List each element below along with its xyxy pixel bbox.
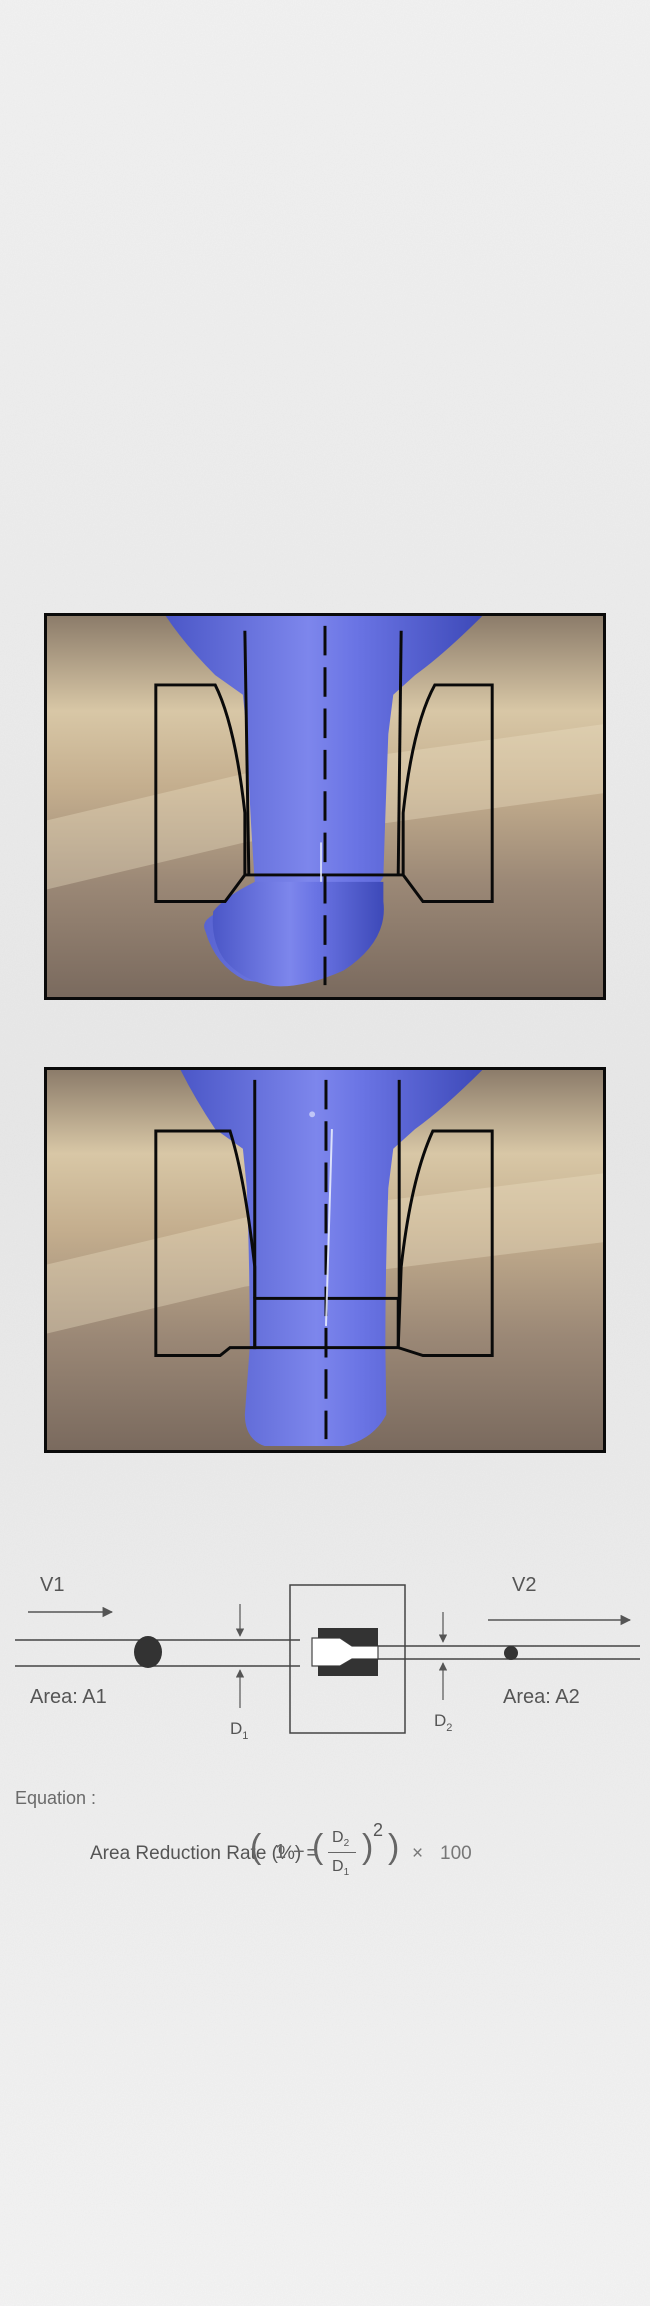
equation-minus: − — [293, 1841, 305, 1863]
area-a2-label: Area: A2 — [503, 1686, 580, 1708]
fraction-numerator: D2 — [332, 1829, 350, 1849]
d2-label: D2 — [434, 1712, 452, 1734]
outer-close-paren: ) — [388, 1828, 400, 1866]
equation-exponent: 2 — [373, 1820, 384, 1840]
d1-subscript: 1 — [242, 1730, 249, 1742]
d1-symbol: D — [230, 1719, 243, 1738]
equation-lhs: Area Reduction Rate (%) = — [90, 1843, 318, 1864]
area-reduction-diagram — [15, 1584, 640, 1734]
d2-symbol: D — [434, 1711, 447, 1730]
d2-subscript: 2 — [446, 1722, 453, 1734]
inner-close-paren: ) — [362, 1828, 374, 1866]
large-particle — [134, 1636, 162, 1668]
equation-one: 1 — [275, 1841, 287, 1863]
area-reduction-equation: Area Reduction Rate (%) = ( 1 − ( D2 D1 … — [90, 1820, 630, 1902]
v2-label: V2 — [512, 1574, 537, 1596]
area-a1-label: Area: A1 — [30, 1686, 107, 1708]
v1-label: V1 — [40, 1574, 65, 1596]
die-outline — [154, 1129, 257, 1357]
equation-factor: 100 — [440, 1843, 472, 1864]
inner-open-paren: ( — [312, 1828, 324, 1866]
die-box — [289, 1584, 406, 1734]
small-particle — [504, 1646, 518, 1660]
extrusion-simulation-frame-2 — [44, 1067, 606, 1453]
extrusion-simulation-frame-1 — [44, 613, 606, 1000]
equation-heading: Equation : — [15, 1788, 97, 1808]
fraction-denominator: D1 — [332, 1858, 350, 1878]
fraction-bar — [328, 1852, 356, 1853]
equation-times: × — [412, 1843, 424, 1864]
outer-open-paren: ( — [250, 1828, 262, 1866]
die-outline — [154, 683, 247, 903]
d1-label: D1 — [230, 1720, 248, 1742]
